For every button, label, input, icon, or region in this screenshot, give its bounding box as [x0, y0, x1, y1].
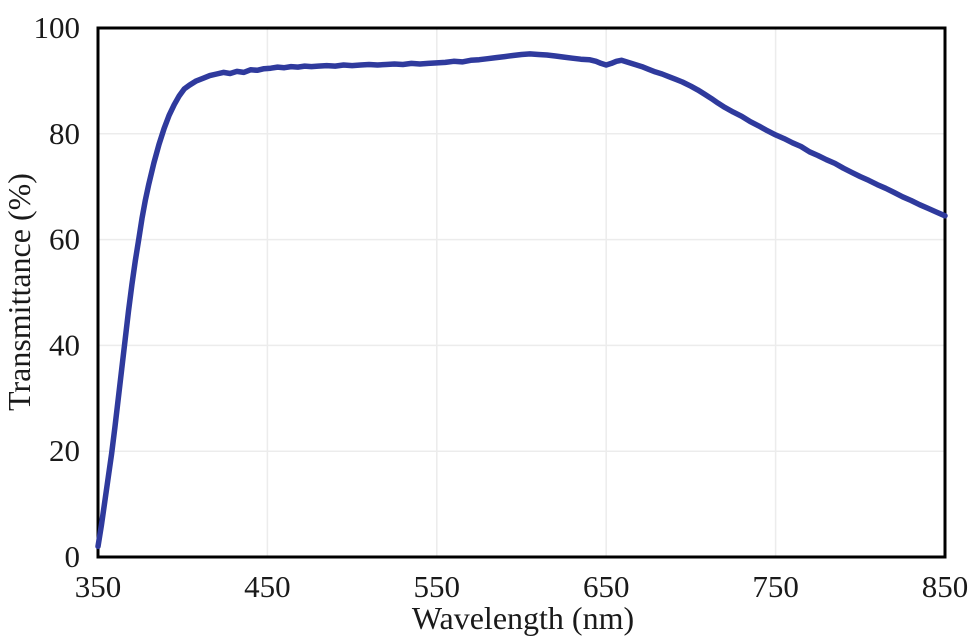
x-tick-label: 650: [583, 569, 630, 604]
transmittance-curve: [95, 51, 948, 550]
x-tick-label: 550: [414, 569, 461, 604]
y-tick-label: 80: [49, 116, 80, 151]
x-axis-tick-labels: 350 450 550 650 750 850: [75, 569, 969, 604]
x-tick-label: 450: [244, 569, 291, 604]
y-tick-label: 0: [65, 539, 81, 574]
x-axis-title: Wavelength (nm): [412, 600, 634, 636]
gridlines-layer: [98, 28, 945, 557]
y-axis-title: Transmittance (%): [1, 173, 37, 411]
y-tick-label: 20: [49, 433, 80, 468]
x-tick-label: 750: [752, 569, 799, 604]
y-tick-label: 100: [34, 10, 81, 45]
plot-frame: [96, 26, 947, 559]
y-tick-label: 60: [49, 222, 80, 257]
y-axis-tick-labels: 0 20 40 60 80 100: [34, 10, 81, 574]
x-tick-label: 850: [922, 569, 969, 604]
x-tick-label: 350: [75, 569, 122, 604]
y-tick-label: 40: [49, 327, 80, 362]
